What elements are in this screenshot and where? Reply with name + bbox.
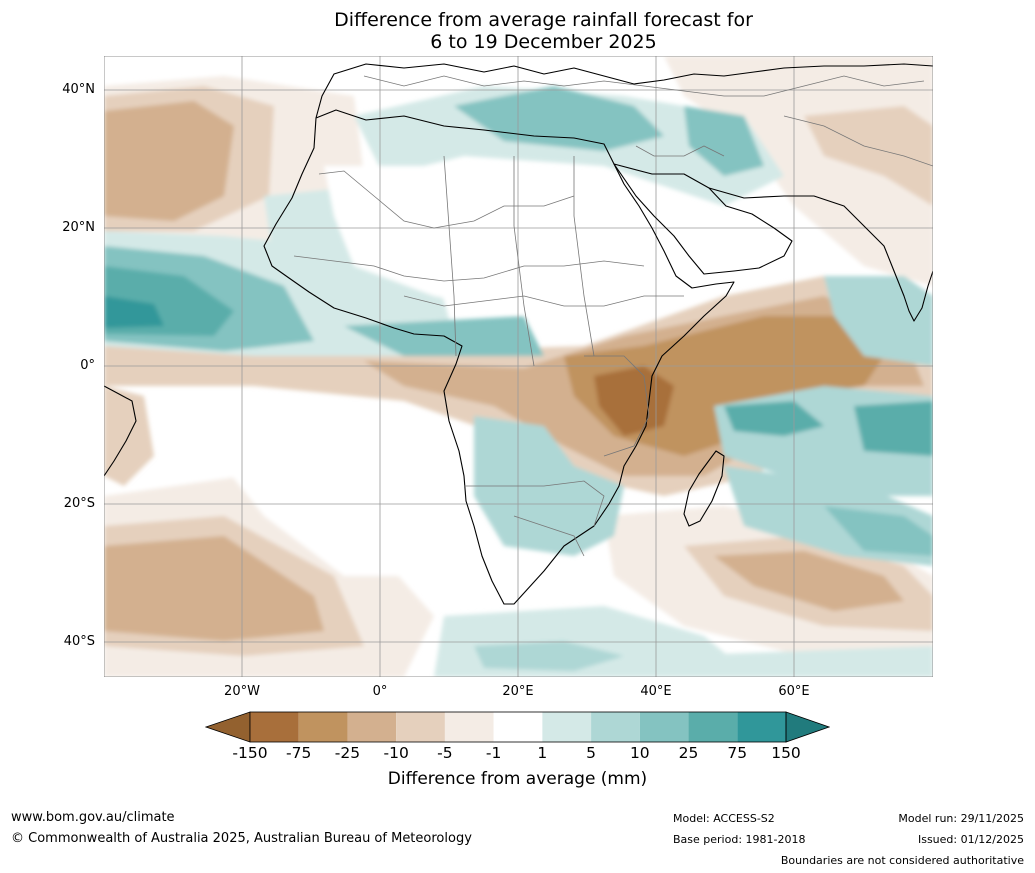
footer-model: Model: ACCESS-S2 <box>673 812 775 825</box>
colorbar-segment <box>591 712 640 742</box>
coast-madagascar <box>683 450 725 527</box>
footer-model-run: Model run: 29/11/2025 <box>898 812 1024 825</box>
colorbar-tick-label: 25 <box>678 744 699 762</box>
colorbar-tick-label: -10 <box>383 744 409 762</box>
anomaly-teal-tropical-atlantic-core <box>104 296 164 328</box>
colorbar <box>205 711 830 743</box>
colorbar-frame <box>249 711 787 743</box>
border-southern-africa <box>464 480 605 527</box>
colorbar-tick-label: 75 <box>727 744 748 762</box>
anomaly-teal-south-indian-ocean-dark <box>824 506 933 556</box>
coast-south-america <box>104 385 137 477</box>
footer-disclaimer: Boundaries are not considered authoritat… <box>780 854 1024 867</box>
colorbar-tick-label: 10 <box>629 744 650 762</box>
anomaly-teal-southern-africa <box>474 416 624 556</box>
lon-label-20e: 20°E <box>502 684 534 699</box>
lat-label-20n: 20°N <box>62 220 95 235</box>
lat-label-40n: 40°N <box>62 82 95 97</box>
lat-label-0: 0° <box>80 358 95 373</box>
colorbar-segment <box>688 712 738 742</box>
colorbar-tick-label: 5 <box>586 744 597 762</box>
anomaly-teal-indian-ocean-dark <box>724 401 824 436</box>
graticule <box>104 56 933 677</box>
anomaly-white-sahara <box>324 166 644 316</box>
chart-title: Difference from average rainfall forecas… <box>0 9 1035 53</box>
border-southern-africa-2 <box>513 515 585 557</box>
lat-label-20s: 20°S <box>63 496 95 511</box>
lon-label-60e: 60°E <box>778 684 810 699</box>
coast-africa <box>263 109 735 605</box>
anomaly-teal-indian-ocean-east <box>854 401 933 456</box>
border-vertical-3 <box>573 156 595 357</box>
colorbar-segment <box>542 712 592 742</box>
country-borders <box>293 75 933 557</box>
anomaly-teal-mediterranean-mid <box>454 86 664 151</box>
border-europe <box>363 75 925 97</box>
colorbar-tick-label: -75 <box>286 744 312 762</box>
coast-europe <box>315 63 933 119</box>
anomaly-teal-iran <box>684 106 764 176</box>
title-line-1: Difference from average rainfall forecas… <box>334 9 753 31</box>
colorbar-tick-label: -150 <box>232 744 268 762</box>
border-sahel <box>293 255 645 282</box>
colorbar-segment <box>737 712 786 742</box>
footer-base-period: Base period: 1981-2018 <box>673 833 806 846</box>
border-central-africa <box>403 295 684 307</box>
anomaly-brown-se-indian-ocean <box>714 551 904 611</box>
anomaly-darkest-brown-congo <box>594 366 674 436</box>
colorbar-segment <box>298 712 348 742</box>
footer-issued: Issued: 01/12/2025 <box>917 833 1024 846</box>
colorbar-tick-label: -25 <box>334 744 361 762</box>
border-east-africa <box>584 355 650 457</box>
anomaly-teal-arabian-sea <box>824 276 933 366</box>
border-vertical-2 <box>513 156 535 367</box>
lon-label-20w: 20°W <box>224 684 260 699</box>
anomaly-tan-central-asia <box>804 106 933 206</box>
colorbar-segment <box>444 712 494 742</box>
rainfall-anomaly-fields <box>104 56 933 677</box>
anomaly-white-south-atlantic <box>214 406 454 576</box>
border-north-africa <box>318 170 575 229</box>
colorbar-tick-label: -5 <box>437 744 453 762</box>
colorbar-segment <box>639 712 689 742</box>
footer-copyright: © Commonwealth of Australia 2025, Austra… <box>11 831 472 846</box>
colorbar-over-arrow <box>785 711 830 743</box>
footer-url: www.bom.gov.au/climate <box>11 810 175 825</box>
colorbar-segment <box>493 712 543 742</box>
colorbar-tick-label: 150 <box>771 744 801 762</box>
border-middle-east <box>635 145 725 157</box>
coast-iran-india <box>708 187 933 322</box>
title-line-2: 6 to 19 December 2025 <box>430 31 657 53</box>
rainfall-map <box>104 56 933 677</box>
border-vertical-1 <box>443 155 457 357</box>
anomaly-teal-far-south <box>664 646 933 677</box>
lon-label-0: 0° <box>372 684 388 699</box>
colorbar-tick-label: -1 <box>485 744 502 762</box>
colorbar-tick-label: 1 <box>537 744 548 762</box>
anomaly-teal-south-atlantic-mid <box>474 641 624 671</box>
lon-label-40e: 40°E <box>640 684 672 699</box>
colorbar-title: Difference from average (mm) <box>387 769 648 789</box>
coast-arabia <box>613 163 793 275</box>
colorbar-under-arrow <box>205 711 251 743</box>
colorbar-segment <box>250 712 299 742</box>
lat-label-40s: 40°S <box>63 634 95 649</box>
colorbar-segment <box>396 712 445 742</box>
coastlines <box>104 63 933 605</box>
anomaly-brown-sw-atlantic <box>104 536 324 641</box>
anomaly-brown-nw-atlantic <box>104 101 234 221</box>
border-asia <box>783 115 933 167</box>
colorbar-segment <box>347 712 397 742</box>
